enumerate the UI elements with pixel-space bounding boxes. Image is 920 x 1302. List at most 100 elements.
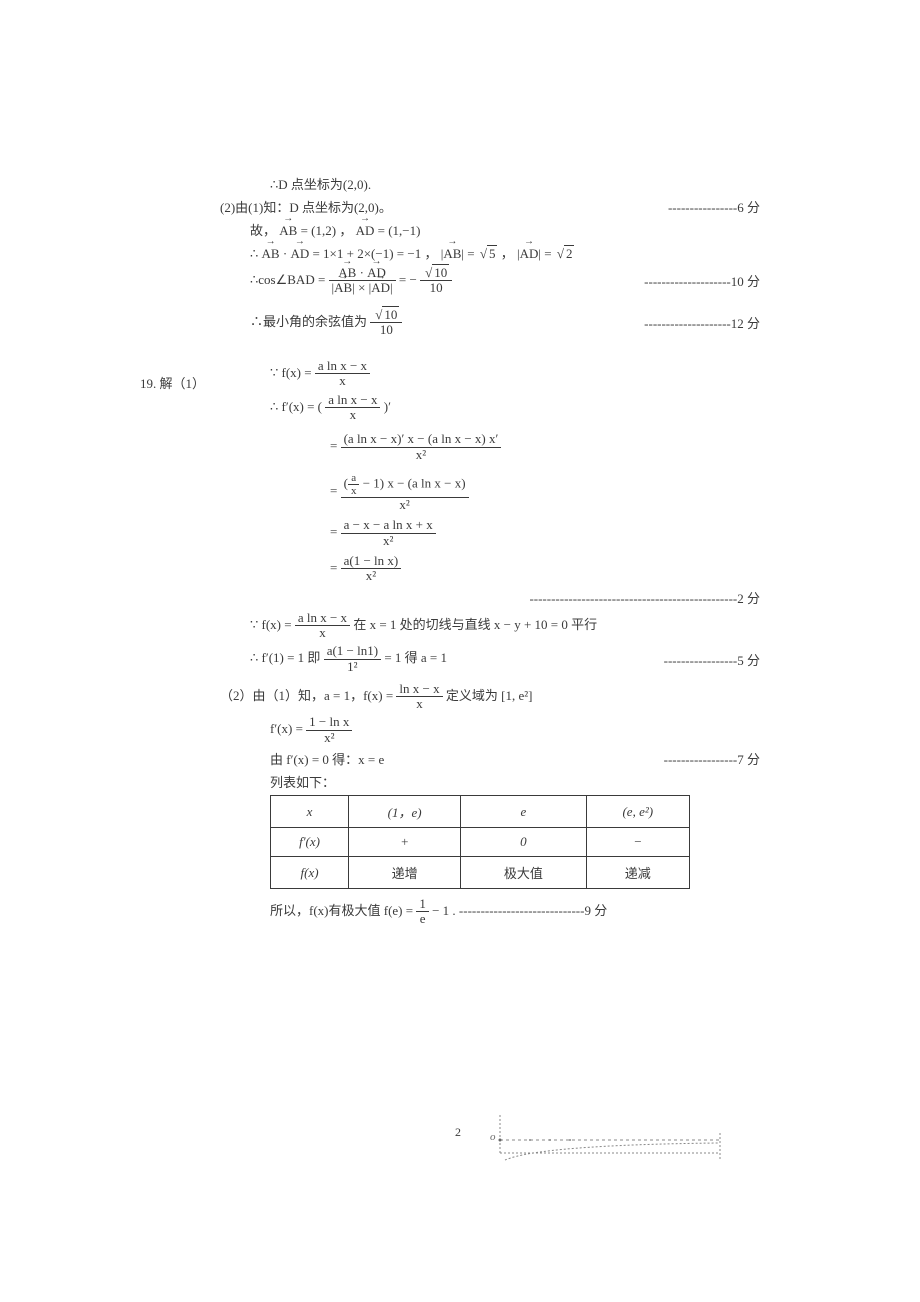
text: − 1 .	[432, 903, 456, 918]
denominator: x	[295, 626, 350, 640]
lhs: ∴cos∠BAD = AB · AD |AB| × |AD| = − 10 10	[250, 266, 452, 296]
denominator: 10	[370, 323, 402, 337]
score-9: -----------------------------9 分	[459, 903, 607, 918]
cell: x	[271, 796, 349, 828]
text: ∴ f′(1) = 1 即	[250, 650, 324, 665]
vec-ad-icon: AD	[356, 223, 375, 239]
problem-19: 19. 解（1） ∵ f(x) = a ln x − x x ∴ f′(x) =…	[220, 359, 760, 926]
sqrt-icon: 5	[478, 246, 498, 262]
line-fx-def: 19. 解（1） ∵ f(x) = a ln x − x x	[220, 359, 760, 389]
text: 由 f′(x) = 0 得：x = e	[270, 749, 384, 768]
line-deriv-step1: = (a ln x − x)′ x − (a ln x − x) x′ x²	[220, 432, 760, 462]
numerator: 1	[416, 897, 429, 912]
vec-ab-icon: AB	[443, 246, 461, 262]
denominator: x²	[341, 498, 469, 512]
score-5: -----------------5 分	[664, 650, 760, 669]
denominator: x²	[341, 534, 436, 548]
line-d-coord: ∴D 点坐标为(2,0).	[220, 174, 760, 193]
text: = (1,−1)	[378, 223, 421, 238]
numerator: a	[348, 472, 360, 485]
score-10: --------------------10 分	[644, 271, 760, 290]
axis-sketch-icon: o	[480, 1115, 730, 1175]
numerator: (a ln x − x)′ x − (a ln x − x) x′	[341, 432, 502, 447]
line-min-angle: ∴最小角的余弦值为 10 10 --------------------12 分	[220, 308, 760, 338]
fraction: 1 − ln x x²	[306, 715, 352, 745]
cell: e	[461, 796, 586, 828]
fraction: 10 10	[370, 308, 402, 338]
numerator: ln x − x	[396, 682, 442, 697]
denominator: x²	[341, 569, 402, 583]
text: = −	[399, 272, 417, 287]
fraction: 1 e	[416, 897, 429, 927]
text: = 1 得 a = 1	[384, 650, 447, 665]
line-fprime-def: ∴ f′(x) = ( a ln x − x x )′	[220, 393, 760, 423]
numerator: a − x − a ln x + x	[341, 518, 436, 533]
numerator: 10	[370, 308, 402, 323]
denominator: x	[348, 485, 360, 497]
fraction: ln x − x x	[396, 682, 442, 712]
text: ∴ f′(x) = (	[270, 399, 322, 414]
text: =	[544, 246, 555, 261]
page-number: 2	[455, 1125, 461, 1140]
numerator: a(1 − ln x)	[341, 554, 402, 569]
cell: 递减	[586, 857, 689, 889]
question-number: 19. 解（1）	[140, 373, 205, 392]
fraction: a(1 − ln1) 1²	[324, 644, 381, 674]
lhs: ∴ f′(1) = 1 即 a(1 − ln1) 1² = 1 得 a = 1	[250, 644, 447, 674]
fraction: a(1 − ln x) x²	[341, 554, 402, 584]
denominator: x	[325, 408, 380, 422]
numerator: a ln x − x	[315, 359, 370, 374]
sqrt-icon: 10	[373, 308, 399, 322]
fraction: a x	[348, 472, 360, 497]
line-cos-bad: ∴cos∠BAD = AB · AD |AB| × |AD| = − 10 10	[220, 266, 760, 296]
denominator: x	[315, 374, 370, 388]
lhs: ∴最小角的余弦值为 10 10	[250, 308, 402, 338]
cell: (1，e)	[349, 796, 461, 828]
denominator: x²	[341, 448, 502, 462]
text: =	[467, 246, 478, 261]
cell: (e, e²)	[586, 796, 689, 828]
denominator: x²	[306, 731, 352, 745]
fraction: (a ln x − x)′ x − (a ln x − x) x′ x²	[341, 432, 502, 462]
sqrt-icon: 10	[423, 266, 449, 280]
score-line-2: ----------------------------------------…	[220, 588, 760, 607]
fraction: a ln x − x x	[315, 359, 370, 389]
text: ，	[501, 246, 514, 261]
text: 所以，f(x)有极大值 f(e) =	[270, 903, 416, 918]
axis-svg-icon: o	[480, 1115, 730, 1175]
denominator: x	[396, 697, 442, 711]
fraction: ( a x − 1) x − (a ln x − x) x²	[341, 472, 469, 512]
text: ∵ f(x) =	[270, 365, 315, 380]
numerator: a ln x − x	[325, 393, 380, 408]
text: f′(x) =	[270, 721, 306, 736]
text: ∵ f(x) =	[250, 616, 295, 631]
text: ∴cos∠BAD =	[250, 272, 329, 287]
vec-ab-icon: AB	[262, 246, 280, 262]
origin-label: o	[490, 1131, 496, 1143]
score-12: --------------------12 分	[644, 313, 760, 332]
line-dot-product: ∴ AB · AD = 1×1 + 2×(−1) = −1 ， |AB| = 5…	[220, 243, 760, 262]
numerator: 10	[420, 266, 452, 281]
table-row: x (1，e) e (e, e²)	[271, 796, 690, 828]
numerator: a ln x − x	[295, 611, 350, 626]
content-area: ∴D 点坐标为(2,0). (2)由(1)知：D 点坐标为(2,0)。 ----…	[220, 170, 760, 931]
cell: f′(x)	[271, 828, 349, 857]
cell: f(x)	[271, 857, 349, 889]
line-critical-point: 由 f′(x) = 0 得：x = e -----------------7 分	[220, 749, 760, 768]
text: 定义域为 [1, e²]	[446, 688, 533, 703]
fraction: 10 10	[420, 266, 452, 296]
fraction: a ln x − x x	[325, 393, 380, 423]
table-row: f′(x) + 0 −	[271, 828, 690, 857]
text: 在 x = 1 处的切线与直线 x − y + 10 = 0 平行	[353, 616, 597, 631]
line-deriv-step3: = a − x − a ln x + x x²	[220, 518, 760, 548]
score-2: ----------------------------------------…	[529, 591, 760, 606]
cell: 递增	[349, 857, 461, 889]
denominator: e	[416, 912, 429, 926]
sign-table: x (1，e) e (e, e²) f′(x) + 0 − f(x) 递增 极大…	[270, 795, 690, 889]
cell: 极大值	[461, 857, 586, 889]
numerator: a(1 − ln1)	[324, 644, 381, 659]
line-solve-a: ∴ f′(1) = 1 即 a(1 − ln1) 1² = 1 得 a = 1 …	[220, 644, 760, 674]
vec-ad-icon: AD	[520, 246, 539, 262]
page: ∴D 点坐标为(2,0). (2)由(1)知：D 点坐标为(2,0)。 ----…	[0, 0, 920, 1302]
sqrt-icon: 2	[555, 246, 575, 262]
